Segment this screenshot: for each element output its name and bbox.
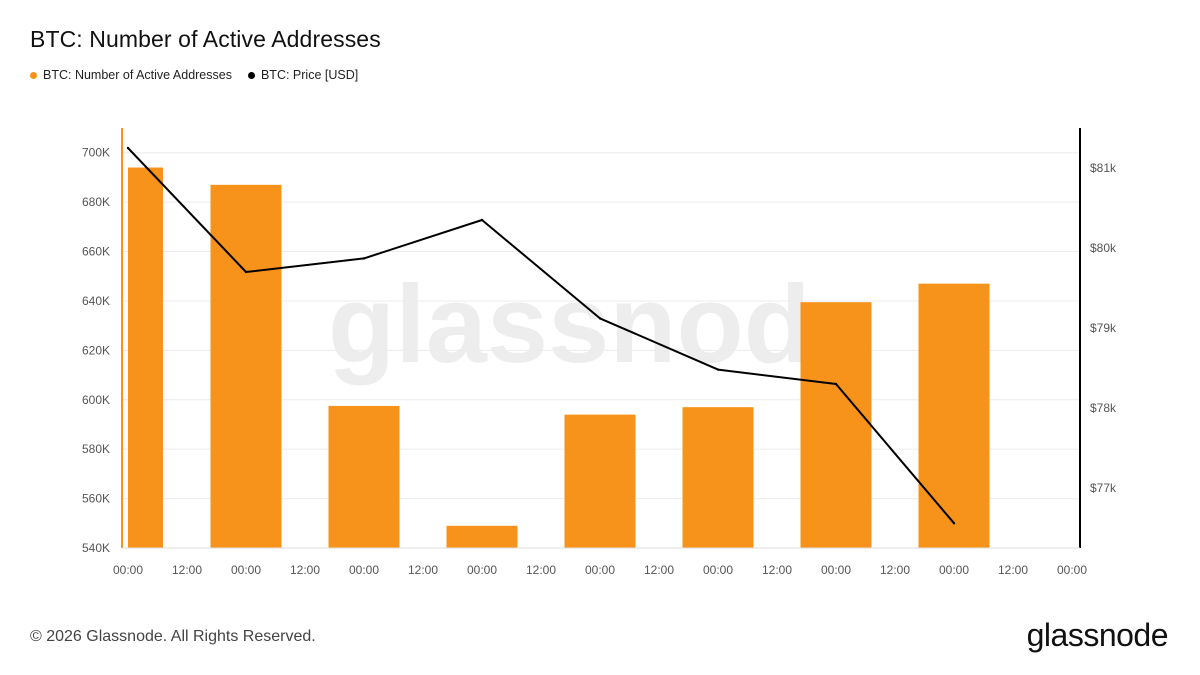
legend: BTC: Number of Active Addresses BTC: Pri… — [30, 68, 358, 82]
x-tick-label: 00:00 — [703, 563, 733, 577]
x-tick-label: 00:00 — [349, 563, 379, 577]
left-tick-label: 660K — [82, 245, 110, 259]
price-point — [834, 382, 838, 386]
x-tick-label: 00:00 — [821, 563, 851, 577]
x-tick-label: 12:00 — [408, 563, 438, 577]
price-point — [126, 146, 130, 150]
price-point — [598, 317, 602, 320]
x-tick-label: 12:00 — [526, 563, 556, 577]
price-line — [127, 147, 955, 524]
legend-dot-active-addresses — [30, 71, 37, 79]
price-point — [480, 218, 484, 222]
left-tick-label: 540K — [82, 541, 110, 555]
x-tick-label: 00:00 — [231, 563, 261, 577]
price-point — [244, 270, 248, 274]
x-tick-label: 12:00 — [880, 563, 910, 577]
left-tick-label: 640K — [82, 294, 110, 308]
x-tick-label: 12:00 — [998, 563, 1028, 577]
left-tick-label: 600K — [82, 393, 110, 407]
copyright-footer: © 2026 Glassnode. All Rights Reserved. — [30, 628, 316, 645]
legend-item-active-addresses[interactable]: BTC: Number of Active Addresses — [30, 68, 232, 82]
bar — [328, 405, 400, 548]
x-tick-label: 00:00 — [939, 563, 969, 577]
legend-label-active-addresses: BTC: Number of Active Addresses — [43, 68, 232, 82]
x-tick-label: 12:00 — [290, 563, 320, 577]
legend-label-price: BTC: Price [USD] — [260, 68, 359, 82]
left-tick-label: 620K — [82, 343, 110, 357]
bar — [800, 302, 872, 548]
chart-title: BTC: Number of Active Addresses — [30, 26, 381, 52]
left-tick-label: 700K — [82, 146, 110, 160]
x-tick-label: 12:00 — [762, 563, 792, 577]
x-tick-label: 12:00 — [172, 563, 202, 577]
right-tick-label: $78k — [1090, 401, 1117, 415]
left-tick-label: 580K — [82, 442, 110, 456]
x-tick-label: 00:00 — [113, 563, 143, 577]
right-tick-label: $80k — [1090, 241, 1117, 255]
brand-logo: glassnode — [1026, 617, 1169, 653]
chart-canvas[interactable]: glassnode 540K 560K 580K 600K 620K 640K 660K 680… — [0, 0, 1200, 600]
bar — [564, 414, 636, 548]
watermark-text: glassnode — [328, 263, 872, 386]
x-tick-label: 00:00 — [1057, 563, 1087, 577]
bar — [128, 167, 163, 548]
bar — [210, 184, 282, 548]
x-tick-label: 00:00 — [585, 563, 615, 577]
left-tick-label: 560K — [82, 492, 110, 506]
right-tick-label: $77k — [1090, 481, 1117, 495]
price-point — [362, 257, 366, 260]
legend-item-price[interactable]: BTC: Price [USD] — [247, 68, 359, 82]
bar — [682, 407, 754, 548]
left-tick-label: 680K — [82, 195, 110, 209]
bar — [446, 525, 518, 548]
price-point — [716, 368, 720, 371]
right-tick-label: $81k — [1090, 161, 1117, 175]
x-tick-label: 12:00 — [644, 563, 674, 577]
bar — [918, 283, 990, 548]
price-point — [952, 522, 956, 525]
legend-dot-price — [247, 71, 255, 79]
right-tick-label: $79k — [1090, 321, 1117, 335]
x-tick-label: 00:00 — [467, 563, 497, 577]
